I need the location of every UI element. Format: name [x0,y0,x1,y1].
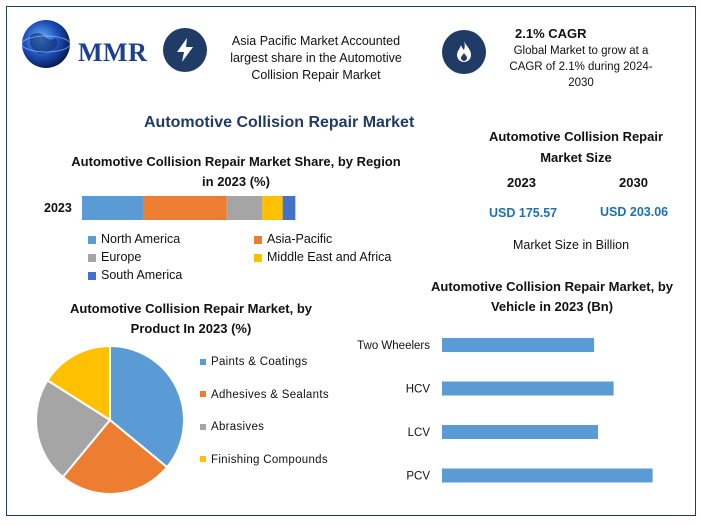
brand-name: MMR [78,38,148,67]
cagr-title: 2.1% CAGR [515,26,587,41]
product-chart-legend: Paints & Coatings Adhesives & Sealants Abr… [200,356,340,476]
legend-swatch [200,391,206,398]
vehicle-category-label: PCV [406,471,430,483]
legend-swatch [254,253,262,262]
region-bar-segment [282,196,296,220]
legend-label: Europe [101,250,142,264]
legend-label: Middle East and Africa [267,250,392,264]
legend-swatch [254,235,262,244]
legend-label: Adhesives & Sealants [211,388,329,401]
pie-slice [61,418,169,495]
region-chart-legend: North America Asia-Pacific Europe Middle Ea… [88,232,428,284]
product-legend-item: Finishing Compounds [200,454,328,466]
info-box-2-text: Global Market to grow at a CAGR of 2.1% … [509,45,653,89]
vehicle-category-label: LCV [408,427,431,439]
region-bar-segment [226,196,263,220]
legend-swatch [88,271,96,280]
region-legend-item: South America [88,268,182,282]
vehicle-bar-chart: Two Wheelers HCV LCV PCV [357,338,653,483]
region-chart-category-label: 2023 [44,201,72,215]
product-legend-item: Adhesives & Sealants [200,389,329,401]
market-size-year-2023: 2023 [507,175,536,190]
region-bar-segment [142,196,227,220]
pie-slice [35,378,112,479]
vehicle-category-label: HCV [406,384,431,396]
market-size-year-2030: 2030 [619,175,648,190]
legend-swatch [200,358,206,365]
region-legend-item: Asia-Pacific [254,232,332,246]
market-size-title: Automotive Collision Repair Market Size [488,129,664,165]
vehicle-category-label: Two Wheelers [357,340,430,352]
region-legend-item: North America [88,232,180,246]
region-chart-title: Automotive Collision Repair Market Share… [71,154,401,189]
legend-label: North America [101,232,181,246]
info-box-1-text: Asia Pacific Market Accounted largest sh… [230,34,402,82]
legend-label: Abrasives [211,421,265,433]
market-size-value-2030: USD 203.06 [600,205,669,219]
region-bar-segment [262,196,283,220]
legend-swatch [88,235,96,244]
vehicle-bar [442,338,595,352]
region-legend-item: Middle East and Africa [254,250,391,264]
vehicle-bar [442,425,598,439]
infographic-frame [6,6,696,516]
legend-swatch [200,456,206,463]
legend-swatch [200,423,206,430]
vehicle-bar [442,468,653,483]
region-bar-segment [82,196,143,220]
pie-slice [46,344,111,422]
legend-label: Paints & Coatings [211,356,308,368]
flame-icon [442,30,486,74]
vehicle-chart-title: Automotive Collision Repair Market, by V… [431,279,673,314]
pie-slice [109,344,185,469]
product-pie-chart [35,344,185,495]
product-legend-item: Abrasives [200,421,264,433]
legend-swatch [88,253,96,262]
vehicle-bar [442,381,614,396]
product-legend-item: Paints & Coatings [200,356,308,368]
main-title: Automotive Collision Repair Market [144,114,415,131]
market-size-value-2023: USD 175.57 [489,206,558,220]
legend-label: Asia-Pacific [267,232,333,246]
region-stacked-bar [82,196,296,220]
product-chart-title: Automotive Collision Repair Market, by P… [70,301,312,336]
legend-label: South America [101,268,183,282]
legend-label: Finishing Compounds [211,453,328,466]
region-legend-item: Europe [88,250,141,264]
brand-logo: MMR [16,16,148,74]
lightning-bolt-icon [163,28,207,72]
market-size-note: Market Size in Billion [513,238,630,252]
globe-icon [21,20,71,68]
